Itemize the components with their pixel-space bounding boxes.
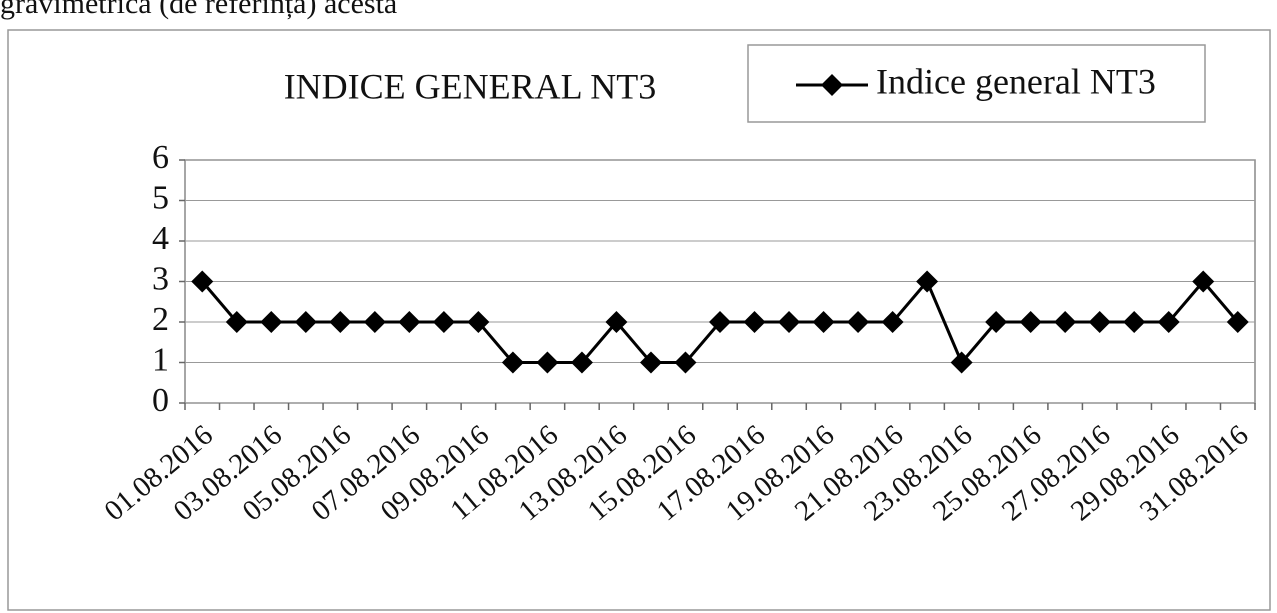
y-tick-label: 6	[152, 139, 169, 176]
caption-fragment: gravimetrica (de referința) acesta	[0, 0, 397, 20]
y-tick-label: 5	[152, 179, 169, 216]
legend-marker	[821, 74, 843, 96]
marker	[1123, 311, 1146, 333]
legend-label: Indice general NT3	[876, 61, 1156, 101]
marker	[432, 311, 455, 333]
marker	[260, 311, 283, 333]
chart-border	[7, 29, 1271, 611]
marker	[501, 351, 524, 374]
marker	[536, 351, 559, 374]
marker	[639, 351, 662, 374]
marker	[812, 311, 835, 333]
y-tick-label: 3	[152, 260, 169, 297]
marker	[329, 311, 352, 333]
y-tick-label: 4	[152, 220, 169, 257]
marker	[709, 311, 731, 333]
marker	[1226, 311, 1249, 333]
marker	[847, 311, 870, 333]
marker	[743, 311, 766, 333]
marker	[398, 311, 421, 333]
y-tick-label: 0	[152, 382, 169, 419]
marker	[294, 311, 317, 333]
y-tick-label: 2	[152, 301, 169, 338]
marker	[1088, 311, 1111, 333]
marker	[570, 351, 593, 374]
marker	[363, 311, 386, 333]
marker	[674, 351, 697, 374]
marker	[1054, 311, 1077, 333]
marker	[191, 270, 214, 293]
marker	[605, 311, 628, 333]
marker	[225, 311, 248, 333]
chart-title: INDICE GENERAL NT3	[284, 66, 657, 106]
y-tick-label: 1	[152, 341, 169, 378]
marker	[916, 270, 939, 293]
marker	[950, 351, 973, 374]
marker	[1019, 311, 1042, 333]
marker	[881, 311, 904, 333]
marker	[985, 311, 1008, 333]
marker	[778, 311, 801, 333]
marker	[1192, 270, 1215, 293]
marker	[467, 311, 490, 333]
marker	[1157, 311, 1180, 333]
